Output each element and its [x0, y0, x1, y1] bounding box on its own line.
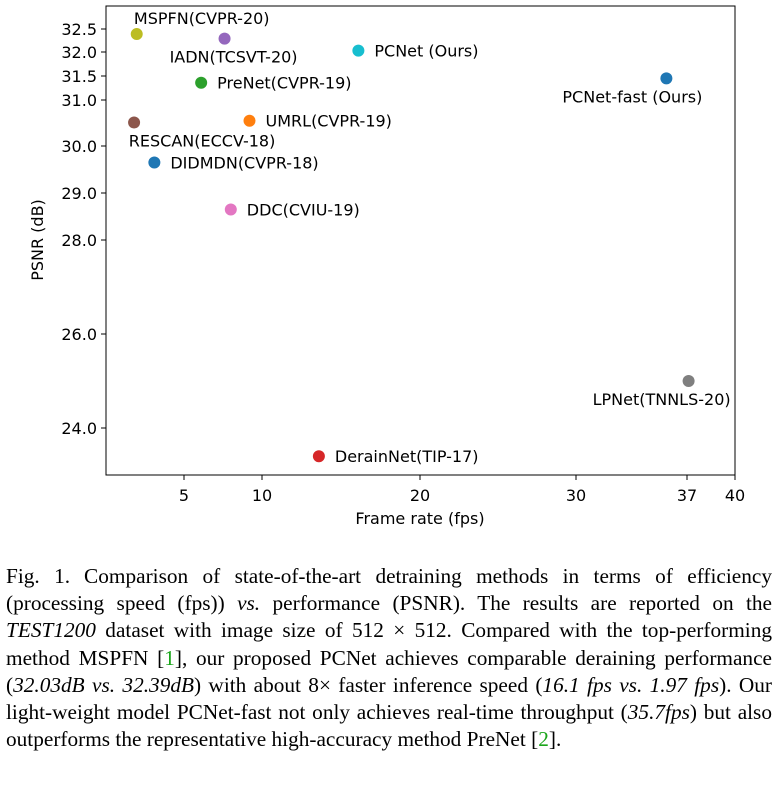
point-derainnet-tip-17: [312, 450, 325, 463]
point-ddc-cviu-19: [224, 203, 237, 216]
x-tick-label-5: 5: [179, 486, 189, 505]
y-tick-label-31-5: 31.5: [61, 67, 97, 86]
y-tick-label-31-0: 31.0: [61, 91, 97, 110]
x-tick-label-10: 10: [252, 486, 272, 505]
x-tick-label-30: 30: [566, 486, 586, 505]
figure-caption: Fig. 1. Comparison of state-of-the-art de…: [6, 563, 772, 753]
caption-text-7: ) but also outperforms the representativ…: [6, 700, 772, 752]
caption-text-2: performance (PSNR). The results are repo…: [260, 591, 773, 616]
y-tick-label-29-0: 29.0: [61, 184, 97, 203]
y-tick-label-24-0: 24.0: [61, 419, 97, 438]
point-lpnet-tnnls-20: [682, 375, 695, 387]
point-label-iadn-tcsvt-20: IADN(TCSVT-20): [170, 48, 298, 67]
point-label-mspfn-cvpr-20: MSPFN(CVPR-20): [134, 9, 270, 28]
y-axis: 24.0 26.0 28.0 29.0 30.0 31.0 31.5 32.0 32.5: [61, 20, 106, 438]
scatter-chart: MSPFN(CVPR-20) IADN(TCSVT-20) PCNet (Ours)…: [28, 5, 745, 528]
point-label-ddc-cviu-19: DDC(CVIU-19): [247, 200, 360, 219]
point-label-pcnet-fast-ours: PCNet-fast (Ours): [562, 87, 702, 106]
point-label-derainnet-tip-17: DerainNet(TIP-17): [335, 447, 479, 466]
y-axis-label: PSNR (dB): [28, 199, 47, 281]
point-label-pcnet-ours: PCNet (Ours): [374, 42, 478, 61]
point-label-umrl-cvpr-19: UMRL(CVPR-19): [266, 112, 392, 131]
caption-citation-1[interactable]: 1: [164, 645, 175, 670]
caption-text-4: ], our proposed PCNet achieves comparabl…: [6, 645, 772, 697]
point-label-rescan-eccv-18: RESCAN(ECCV-18): [129, 132, 276, 151]
caption-comparison-fps: 16.1 fps vs. 1.97 fps: [542, 672, 720, 697]
caption-text-8: ].: [548, 727, 562, 752]
y-tick-label-32-0: 32.0: [61, 43, 97, 62]
caption-throughput: 35.7fps: [627, 700, 690, 725]
point-didmdn-cvpr-18: [148, 156, 161, 169]
caption-vs: vs.: [237, 591, 261, 616]
point-rescan-eccv-18: [128, 116, 141, 129]
point-umrl-cvpr-19: [243, 114, 256, 127]
points-layer: [128, 28, 695, 463]
point-mspfn-cvpr-20: [130, 28, 143, 41]
y-tick-label-32-5: 32.5: [61, 20, 97, 39]
x-tick-label-40: 40: [725, 486, 745, 505]
caption-text-6: ). Our light-weight model PCNet-fast not…: [6, 672, 772, 725]
caption-dataset: TEST1200: [6, 618, 96, 643]
point-label-lpnet-tnnls-20: LPNet(TNNLS-20): [593, 390, 731, 409]
x-tick-label-20: 20: [410, 486, 430, 505]
caption-text-3: dataset with image size of 512 × 512. Co…: [6, 618, 772, 670]
point-pcnet-ours: [352, 44, 365, 57]
caption-citation-2[interactable]: 2: [538, 727, 549, 752]
caption-figure-number: Fig. 1.: [6, 564, 71, 588]
labels-layer: MSPFN(CVPR-20) IADN(TCSVT-20) PCNet (Ours)…: [129, 9, 731, 466]
y-tick-label-30-0: 30.0: [61, 137, 97, 156]
caption-text-5: ) with about 8× faster inference speed (: [194, 672, 543, 697]
caption-text-1: Comparison of state-of-the-art detrainin…: [6, 564, 772, 616]
point-iadn-tcsvt-20: [218, 32, 231, 45]
point-label-didmdn-cvpr-18: DIDMDN(CVPR-18): [170, 153, 318, 172]
y-tick-label-28-0: 28.0: [61, 231, 97, 250]
x-axis-label: Frame rate (fps): [355, 509, 484, 528]
point-label-prenet-cvpr-19: PreNet(CVPR-19): [217, 74, 351, 93]
y-tick-label-26-0: 26.0: [61, 325, 97, 344]
point-pcnet-fast-ours: [660, 72, 673, 85]
caption-comparison-psnr: 32.03dB vs. 32.39dB: [13, 672, 194, 697]
point-prenet-cvpr-19: [195, 76, 208, 89]
x-tick-label-37: 37: [677, 486, 697, 505]
x-axis: 5 10 20 30 37 40: [179, 475, 745, 505]
